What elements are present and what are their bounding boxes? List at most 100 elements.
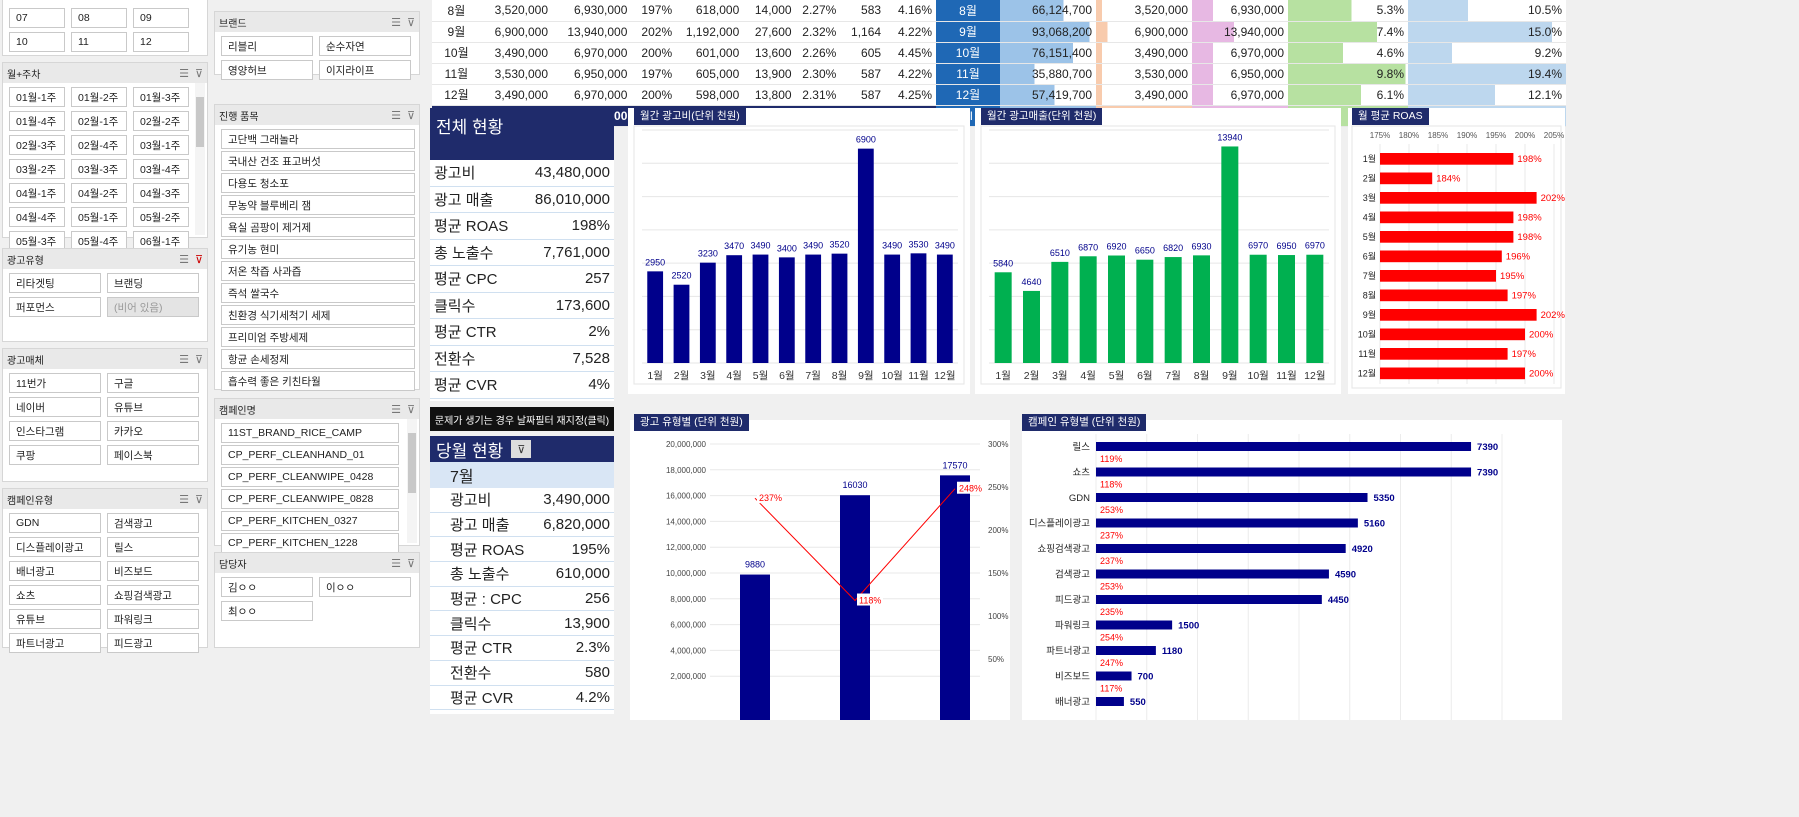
slicer-chip[interactable]: 릴스 <box>107 537 199 557</box>
slicer-chip[interactable]: 무농약 블루베리 잼 <box>221 195 415 215</box>
multi-select-icon[interactable]: ☰ <box>391 109 401 122</box>
clear-filter-icon[interactable]: ⊽ <box>406 109 415 122</box>
slicer-chip[interactable]: 유튜브 <box>9 609 101 629</box>
multi-select-icon[interactable]: ☰ <box>179 253 189 266</box>
slicer-chip[interactable]: 이ㅇㅇ <box>319 577 411 597</box>
slicer-chip[interactable]: 쇼츠 <box>9 585 101 605</box>
slicer-chip[interactable]: 02월-1주 <box>71 111 127 131</box>
slicer-chip[interactable]: 다용도 청소포 <box>221 173 415 193</box>
slicer-chip[interactable]: 쇼핑검색광고 <box>107 585 199 605</box>
tick-label: 4월 <box>1080 370 1096 382</box>
slicer-chip[interactable]: CP_PERF_CLEANHAND_01 <box>221 445 399 465</box>
clear-filter-icon[interactable]: ⊽ <box>406 403 415 416</box>
slicer-chip[interactable]: 02월-2주 <box>133 111 189 131</box>
slicer-chip[interactable]: 카카오 <box>107 421 199 441</box>
slicer-chip[interactable]: 04월-4주 <box>9 207 65 227</box>
slicer-chip[interactable]: 순수자연 <box>319 36 411 56</box>
slicer-chip[interactable]: 09 <box>133 8 189 28</box>
slicer-chip[interactable]: 02월-4주 <box>71 135 127 155</box>
clear-filter-icon[interactable]: ⊽ <box>194 67 203 80</box>
table-cell: 583 <box>840 0 886 22</box>
slicer-chip[interactable]: 브랜딩 <box>107 273 199 293</box>
slicer-chip[interactable]: 구글 <box>107 373 199 393</box>
slicer-chip[interactable]: 01월-3주 <box>133 87 189 107</box>
slicer-chip[interactable]: (비어 있음) <box>107 297 199 317</box>
slicer-chip[interactable]: 흡수력 좋은 키친타월 <box>221 371 415 391</box>
slicer-chip[interactable]: 국내산 건조 표고버섯 <box>221 151 415 171</box>
multi-select-icon[interactable]: ☰ <box>179 493 189 506</box>
slicer-chip[interactable]: 퍼포먼스 <box>9 297 101 317</box>
slicer-chip[interactable]: 05월-4주 <box>71 231 127 251</box>
clear-filter-icon[interactable]: ⊽ <box>194 253 203 266</box>
slicer-chip[interactable]: 친환경 식기세척기 세제 <box>221 305 415 325</box>
slicer-chip[interactable]: 12 <box>133 32 189 52</box>
slicer-chip[interactable]: 02월-3주 <box>9 135 65 155</box>
multi-select-icon[interactable]: ☰ <box>179 353 189 366</box>
slicer-chip[interactable]: 리타겟팅 <box>9 273 101 293</box>
slicer-chip[interactable]: 디스플레이광고 <box>9 537 101 557</box>
slicer-chip[interactable]: 05월-1주 <box>71 207 127 227</box>
slicer-chip[interactable]: 11번가 <box>9 373 101 393</box>
slicer-chip[interactable]: 네이버 <box>9 397 101 417</box>
slicer-chip[interactable]: 08 <box>71 8 127 28</box>
slicer-chip[interactable]: 검색광고 <box>107 513 199 533</box>
date-filter-reset-button[interactable]: 문제가 생기는 경우 날짜필터 재지정(클릭) <box>430 407 614 431</box>
slicer-chip[interactable]: CP_PERF_CLEANWIPE_0428 <box>221 467 399 487</box>
slicer-chip[interactable]: 11 <box>71 32 127 52</box>
slicer-scrollbar[interactable] <box>195 83 205 235</box>
slicer-chip[interactable]: 쿠팡 <box>9 445 101 465</box>
slicer-chip[interactable]: 파워링크 <box>107 609 199 629</box>
clear-filter-icon[interactable]: ⊽ <box>194 353 203 366</box>
slicer-chip[interactable]: 영양허브 <box>221 60 313 80</box>
slicer-chip[interactable]: 07 <box>9 8 65 28</box>
slicer-chip[interactable]: 03월-4주 <box>133 159 189 179</box>
slicer-chip[interactable]: 03월-2주 <box>9 159 65 179</box>
slicer-chip[interactable]: 페이스북 <box>107 445 199 465</box>
slicer-chip[interactable]: 저온 착즙 사과즙 <box>221 261 415 281</box>
slicer-chip[interactable]: 01월-2주 <box>71 87 127 107</box>
multi-select-icon[interactable]: ☰ <box>179 67 189 80</box>
slicer-chip[interactable]: 03월-1주 <box>133 135 189 155</box>
slicer-chip[interactable]: 항균 손세정제 <box>221 349 415 369</box>
slicer-chip[interactable]: 즉석 쌀국수 <box>221 283 415 303</box>
filter-clear-icon[interactable]: ⊽ <box>511 440 532 458</box>
multi-select-icon[interactable]: ☰ <box>391 557 401 570</box>
slicer-chip[interactable]: 유튜브 <box>107 397 199 417</box>
slicer-chip[interactable]: 파트너광고 <box>9 633 101 653</box>
slicer-chip[interactable]: 인스타그램 <box>9 421 101 441</box>
slicer-chip[interactable]: 프리미엄 주방세제 <box>221 327 415 347</box>
slicer-chip[interactable]: 01월-4주 <box>9 111 65 131</box>
slicer-chip[interactable]: 05월-2주 <box>133 207 189 227</box>
slicer-chip[interactable]: 04월-3주 <box>133 183 189 203</box>
slicer-chip[interactable]: 01월-1주 <box>9 87 65 107</box>
slicer-chip[interactable]: 비즈보드 <box>107 561 199 581</box>
slicer-chip[interactable]: 리블리 <box>221 36 313 56</box>
slicer-chip[interactable]: CP_PERF_KITCHEN_0327 <box>221 511 399 531</box>
clear-filter-icon[interactable]: ⊽ <box>194 493 203 506</box>
slicer-chip[interactable]: CP_PERF_KITCHEN_1228 <box>221 533 399 553</box>
slicer-chip[interactable]: 고단백 그래놀라 <box>221 129 415 149</box>
revenue-chart-title: 월간 광고매출(단위 천원) <box>981 108 1103 125</box>
slicer-chip[interactable]: 10 <box>9 32 65 52</box>
slicer-chip[interactable]: 배너광고 <box>9 561 101 581</box>
slicer-chip[interactable]: 11ST_BRAND_RICE_CAMP <box>221 423 399 443</box>
slicer-chip[interactable]: 피드광고 <box>107 633 199 653</box>
multi-select-icon[interactable]: ☰ <box>391 403 401 416</box>
slicer-chip[interactable]: 04월-2주 <box>71 183 127 203</box>
slicer-chip[interactable]: CP_PERF_CLEANWIPE_0828 <box>221 489 399 509</box>
slicer-chip[interactable]: 03월-3주 <box>71 159 127 179</box>
clear-filter-icon[interactable]: ⊽ <box>406 557 415 570</box>
slicer-chip[interactable]: 유기농 현미 <box>221 239 415 259</box>
slicer-chip[interactable]: 욕실 곰팡이 제거제 <box>221 217 415 237</box>
slicer-scrollbar[interactable] <box>407 419 417 543</box>
tick-label: 8월 <box>1194 370 1210 382</box>
slicer-chip[interactable]: 이지라이프 <box>319 60 411 80</box>
slicer-chip[interactable]: 최ㅇㅇ <box>221 601 313 621</box>
slicer-chip[interactable]: GDN <box>9 513 101 533</box>
slicer-chip[interactable]: 04월-1주 <box>9 183 65 203</box>
clear-filter-icon[interactable]: ⊽ <box>406 16 415 29</box>
slicer-chip[interactable]: 김ㅇㅇ <box>221 577 313 597</box>
data-label: 4640 <box>1021 277 1041 287</box>
slicer-chip[interactable]: 06월-1주 <box>133 231 189 251</box>
multi-select-icon[interactable]: ☰ <box>391 16 401 29</box>
